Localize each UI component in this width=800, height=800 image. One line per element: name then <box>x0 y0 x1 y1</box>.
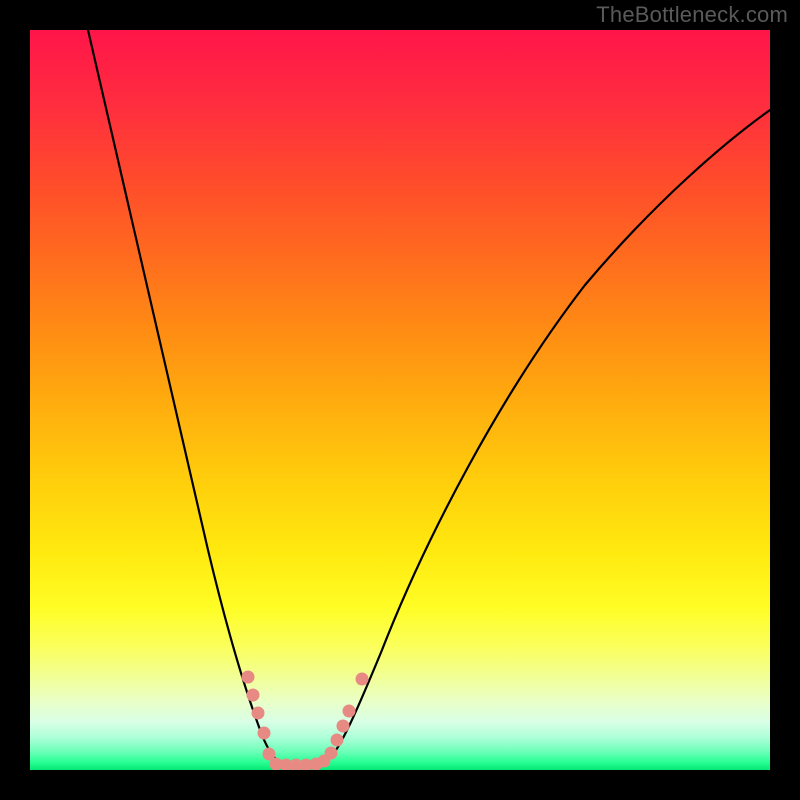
watermark-text: TheBottleneck.com <box>596 2 788 28</box>
notch-markers <box>242 671 369 771</box>
notch-marker <box>258 727 271 740</box>
chart-container: TheBottleneck.com <box>0 0 800 800</box>
notch-marker <box>247 689 260 702</box>
bottleneck-curve <box>30 30 770 770</box>
curve-path <box>88 30 770 765</box>
notch-marker <box>331 734 344 747</box>
plot-area <box>30 30 770 770</box>
notch-marker <box>325 747 338 760</box>
notch-marker <box>356 673 369 686</box>
notch-marker <box>337 720 350 733</box>
notch-marker <box>242 671 255 684</box>
notch-marker <box>343 705 356 718</box>
notch-marker <box>252 707 265 720</box>
